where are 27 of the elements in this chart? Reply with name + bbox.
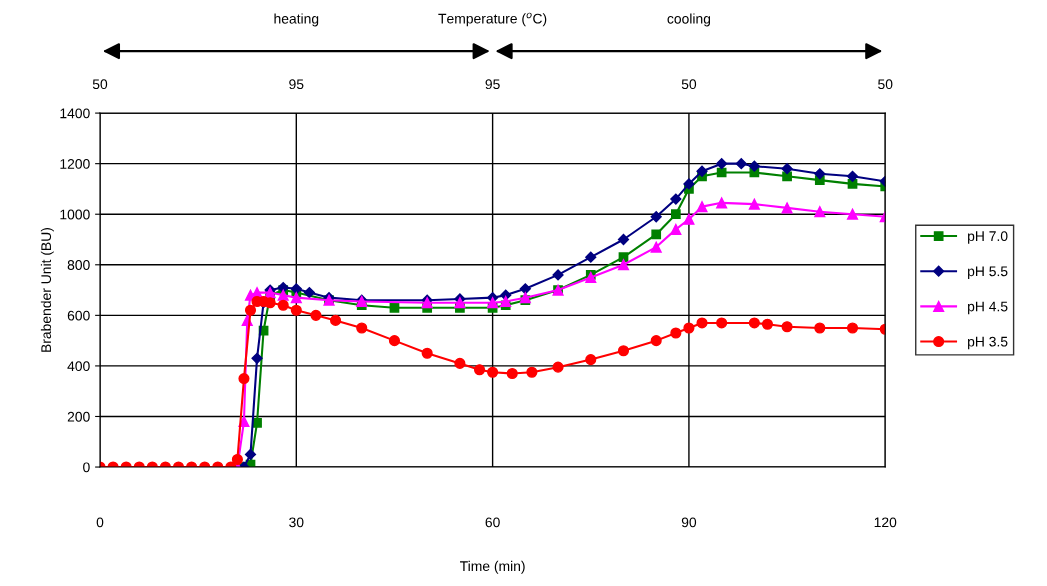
y-tick-label: 0 <box>83 462 90 473</box>
x2-axis-title: Temperature ($^{o}$C) <box>438 12 547 27</box>
x-axis-title: Time (min) <box>460 560 525 574</box>
x-tick-label: 90 <box>681 517 697 528</box>
y-tick-label: 800 <box>67 260 90 270</box>
text: 95 <box>289 79 304 90</box>
text: 50 <box>92 79 108 90</box>
text: heating <box>274 13 319 27</box>
x-tick-label: 30 <box>289 517 304 528</box>
y-tick-label: 400 <box>67 361 90 372</box>
y-tick-label: 1000 <box>60 209 90 220</box>
text: 50 <box>681 79 697 90</box>
x-tick-label: 60 <box>485 517 500 528</box>
text: cooling <box>667 13 711 27</box>
legend-label: pH 4.5 <box>968 301 1008 315</box>
legend-label: pH 7.0 <box>968 231 1008 244</box>
y-tick-label: 200 <box>67 411 90 422</box>
y-tick-label: 600 <box>67 310 90 321</box>
y-tick-label: 1400 <box>60 108 90 119</box>
y-axis-title: Brabender Unit (BU) <box>40 228 54 352</box>
legend-label: pH 5.5 <box>968 266 1008 279</box>
legend-label: pH 3.5 <box>968 336 1008 350</box>
text: 50 <box>878 79 893 90</box>
text: 95 <box>485 79 500 90</box>
x-tick-label: 0 <box>96 517 104 528</box>
y-tick-label: 1200 <box>60 159 90 169</box>
x-tick-label: 120 <box>874 517 897 528</box>
